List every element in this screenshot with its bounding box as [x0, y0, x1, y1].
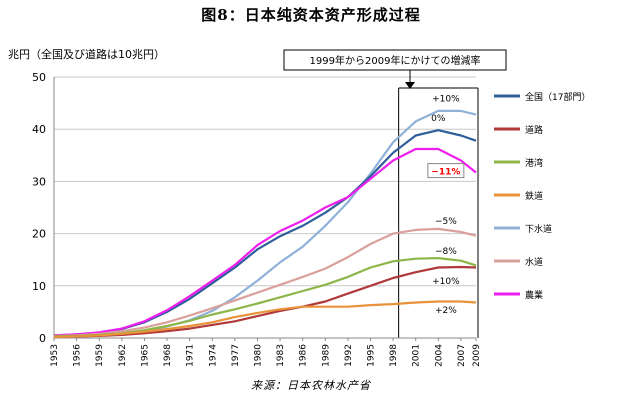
- x-tick-label: 1989: [321, 344, 331, 367]
- annotation-label: +10%: [432, 277, 460, 287]
- annotation-callout: 1999年から2009年にかけての増減率: [283, 49, 507, 89]
- x-tick-label: 1980: [253, 344, 263, 367]
- series-line: [53, 265, 477, 339]
- x-tick-label: 2007: [457, 344, 467, 367]
- x-tick-label: 1977: [231, 344, 241, 367]
- annotation-label: −8%: [435, 247, 457, 257]
- x-tick-label: 2001: [412, 344, 422, 367]
- axes: [53, 77, 477, 341]
- x-tick-label: 1992: [344, 344, 354, 367]
- legend-label: 道路: [525, 124, 543, 136]
- highlight-range: [398, 87, 479, 338]
- x-tick-label: 1959: [95, 344, 105, 367]
- y-tick-label: 50: [32, 71, 46, 84]
- y-tick-label: 0: [39, 332, 46, 345]
- y-tick-label: 40: [32, 123, 46, 136]
- legend-label: 農業: [525, 289, 543, 301]
- source-note: 来源：日本农林水产省: [251, 379, 371, 392]
- series-line: [53, 227, 477, 337]
- annotation-box-text: 1999年から2009年にかけての増減率: [310, 54, 481, 67]
- x-tick-label: 1995: [367, 344, 377, 367]
- legend-label: 水道: [525, 256, 543, 268]
- y-axis-label: 兆円（全国及び道路は10兆円）: [8, 47, 165, 61]
- legend-label: 港湾: [525, 157, 543, 169]
- legend-label: 鉄道: [525, 190, 543, 202]
- annotation-label: −11%: [431, 168, 460, 178]
- grid-lines: [54, 76, 476, 287]
- y-tick-label: 30: [32, 175, 46, 188]
- annotation-label-box: [427, 163, 465, 179]
- legend-label: 下水道: [525, 223, 552, 235]
- x-tick-label: 1968: [163, 344, 173, 367]
- series-line: [53, 147, 477, 337]
- x-tick-label: 2009: [472, 344, 482, 367]
- series-line: [53, 300, 477, 339]
- annotation-label: +10%: [432, 94, 460, 104]
- annotation-label: 0%: [431, 114, 446, 124]
- annotations: +10% 0% −11% −5% −8% +10% +2%: [427, 94, 465, 316]
- y-tick-label: 10: [32, 280, 46, 293]
- annotation-arrowhead: [405, 82, 415, 89]
- series-line: [53, 129, 477, 337]
- x-tick-label: 1971: [186, 344, 196, 367]
- annotation-box: [283, 49, 507, 71]
- x-tick-label: 1962: [118, 344, 128, 367]
- x-tick-label: 1953: [50, 344, 60, 367]
- series-line: [53, 257, 477, 338]
- x-tick-label: 1956: [73, 344, 83, 367]
- legend-label: 全国（17部門）: [525, 91, 590, 103]
- x-tick-label: 2004: [434, 344, 444, 367]
- page-title: 图8：日本纯资本资产形成过程: [201, 6, 421, 24]
- x-tick-label: 1965: [140, 344, 150, 367]
- annotation-label: +2%: [435, 306, 457, 316]
- y-tick-label: 20: [32, 228, 46, 241]
- tick-labels: 0 10 20 30 40 50 1953 1956 1959 1962 1965 1968 1971 1…: [32, 71, 482, 367]
- series-lines: [53, 109, 477, 339]
- x-tick-label: 1983: [276, 344, 286, 367]
- x-tick-label: 1998: [389, 344, 399, 367]
- x-tick-label: 1986: [299, 344, 309, 367]
- annotation-label: −5%: [435, 217, 457, 227]
- x-tick-label: 1974: [208, 344, 218, 367]
